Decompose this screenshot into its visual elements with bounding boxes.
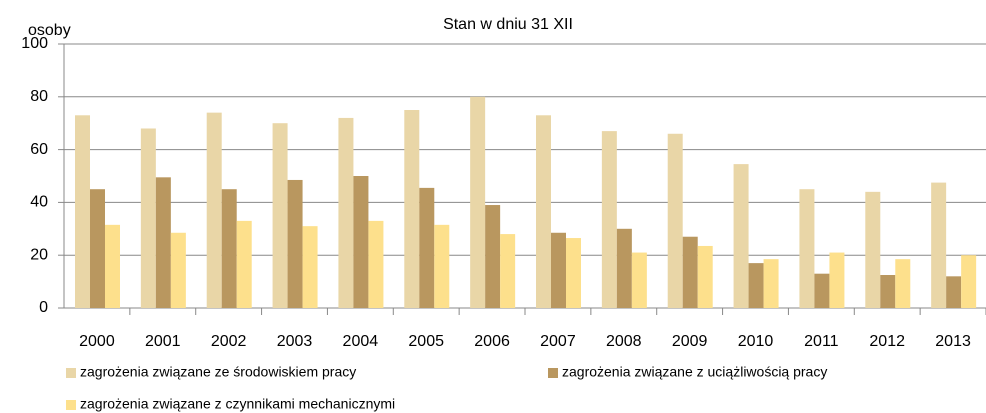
y-tick-label: 40: [30, 194, 48, 211]
bar: [946, 276, 962, 308]
bar: [799, 189, 815, 308]
y-tick-label: 100: [21, 35, 48, 52]
bar: [368, 220, 384, 308]
legend-label: zagrożenia związane z czynnikami mechani…: [80, 396, 395, 412]
bar: [763, 259, 779, 308]
bar: [221, 189, 237, 308]
legend-swatch: [548, 368, 558, 378]
bar: [551, 232, 566, 308]
bar: [338, 117, 354, 308]
bar: [287, 179, 303, 308]
bar: [470, 96, 486, 308]
bar: [236, 220, 252, 308]
bar: [485, 205, 501, 308]
bar: [682, 236, 698, 308]
x-tick-label: 2008: [606, 333, 642, 350]
bar: [616, 228, 632, 308]
bar: [302, 226, 318, 308]
x-tick-label: 2009: [672, 333, 708, 350]
x-tick-label: 2006: [474, 333, 510, 350]
y-tick-label: 20: [30, 246, 48, 263]
legend-swatch: [66, 400, 76, 410]
bar: [601, 131, 617, 308]
bar: [206, 112, 222, 308]
bar: [272, 123, 288, 308]
x-tick-label: 2005: [408, 333, 444, 350]
bar: [748, 263, 764, 308]
bar: [75, 115, 90, 308]
bar: [536, 115, 551, 308]
bar: [566, 238, 581, 308]
x-tick-label: 2007: [540, 333, 576, 350]
x-tick-label: 2004: [343, 333, 379, 350]
x-tick-label: 2010: [738, 333, 774, 350]
legend-label: zagrożenia związane ze środowiskiem prac…: [80, 364, 356, 380]
x-tick-label: 2012: [869, 333, 905, 350]
bar: [419, 187, 435, 308]
x-tick-label: 2013: [935, 333, 971, 350]
bar: [829, 252, 845, 308]
x-tick-label: 2000: [79, 333, 115, 350]
bar: [404, 110, 420, 308]
chart-subtitle: Stan w dniu 31 XII: [443, 16, 573, 33]
bar: [895, 259, 911, 308]
bar: [931, 182, 947, 308]
x-tick-label: 2001: [145, 333, 181, 350]
y-tick-label: 60: [30, 141, 48, 158]
bar: [105, 224, 120, 308]
bar: [500, 234, 516, 308]
x-tick-label: 2011: [804, 333, 839, 350]
legend-label: zagrożenia związane z uciążliwością prac…: [562, 364, 827, 380]
bar: [697, 245, 713, 308]
bar: [90, 189, 105, 308]
y-tick-label: 0: [39, 299, 48, 316]
bar: [667, 133, 683, 308]
y-axis-label: osoby: [28, 22, 71, 39]
bar: [814, 273, 830, 308]
bar: [880, 275, 896, 308]
bar: [155, 177, 171, 308]
y-tick-label: 80: [30, 88, 48, 105]
bar: [733, 164, 749, 308]
bar: [353, 176, 369, 308]
x-tick-label: 2002: [211, 333, 247, 350]
bar: [170, 232, 186, 308]
legend-swatch: [66, 368, 76, 378]
bar: [631, 252, 647, 308]
x-tick-label: 2003: [277, 333, 313, 350]
bar: [434, 224, 450, 308]
bar: [865, 191, 881, 308]
bar: [961, 255, 977, 308]
bar: [140, 128, 156, 308]
